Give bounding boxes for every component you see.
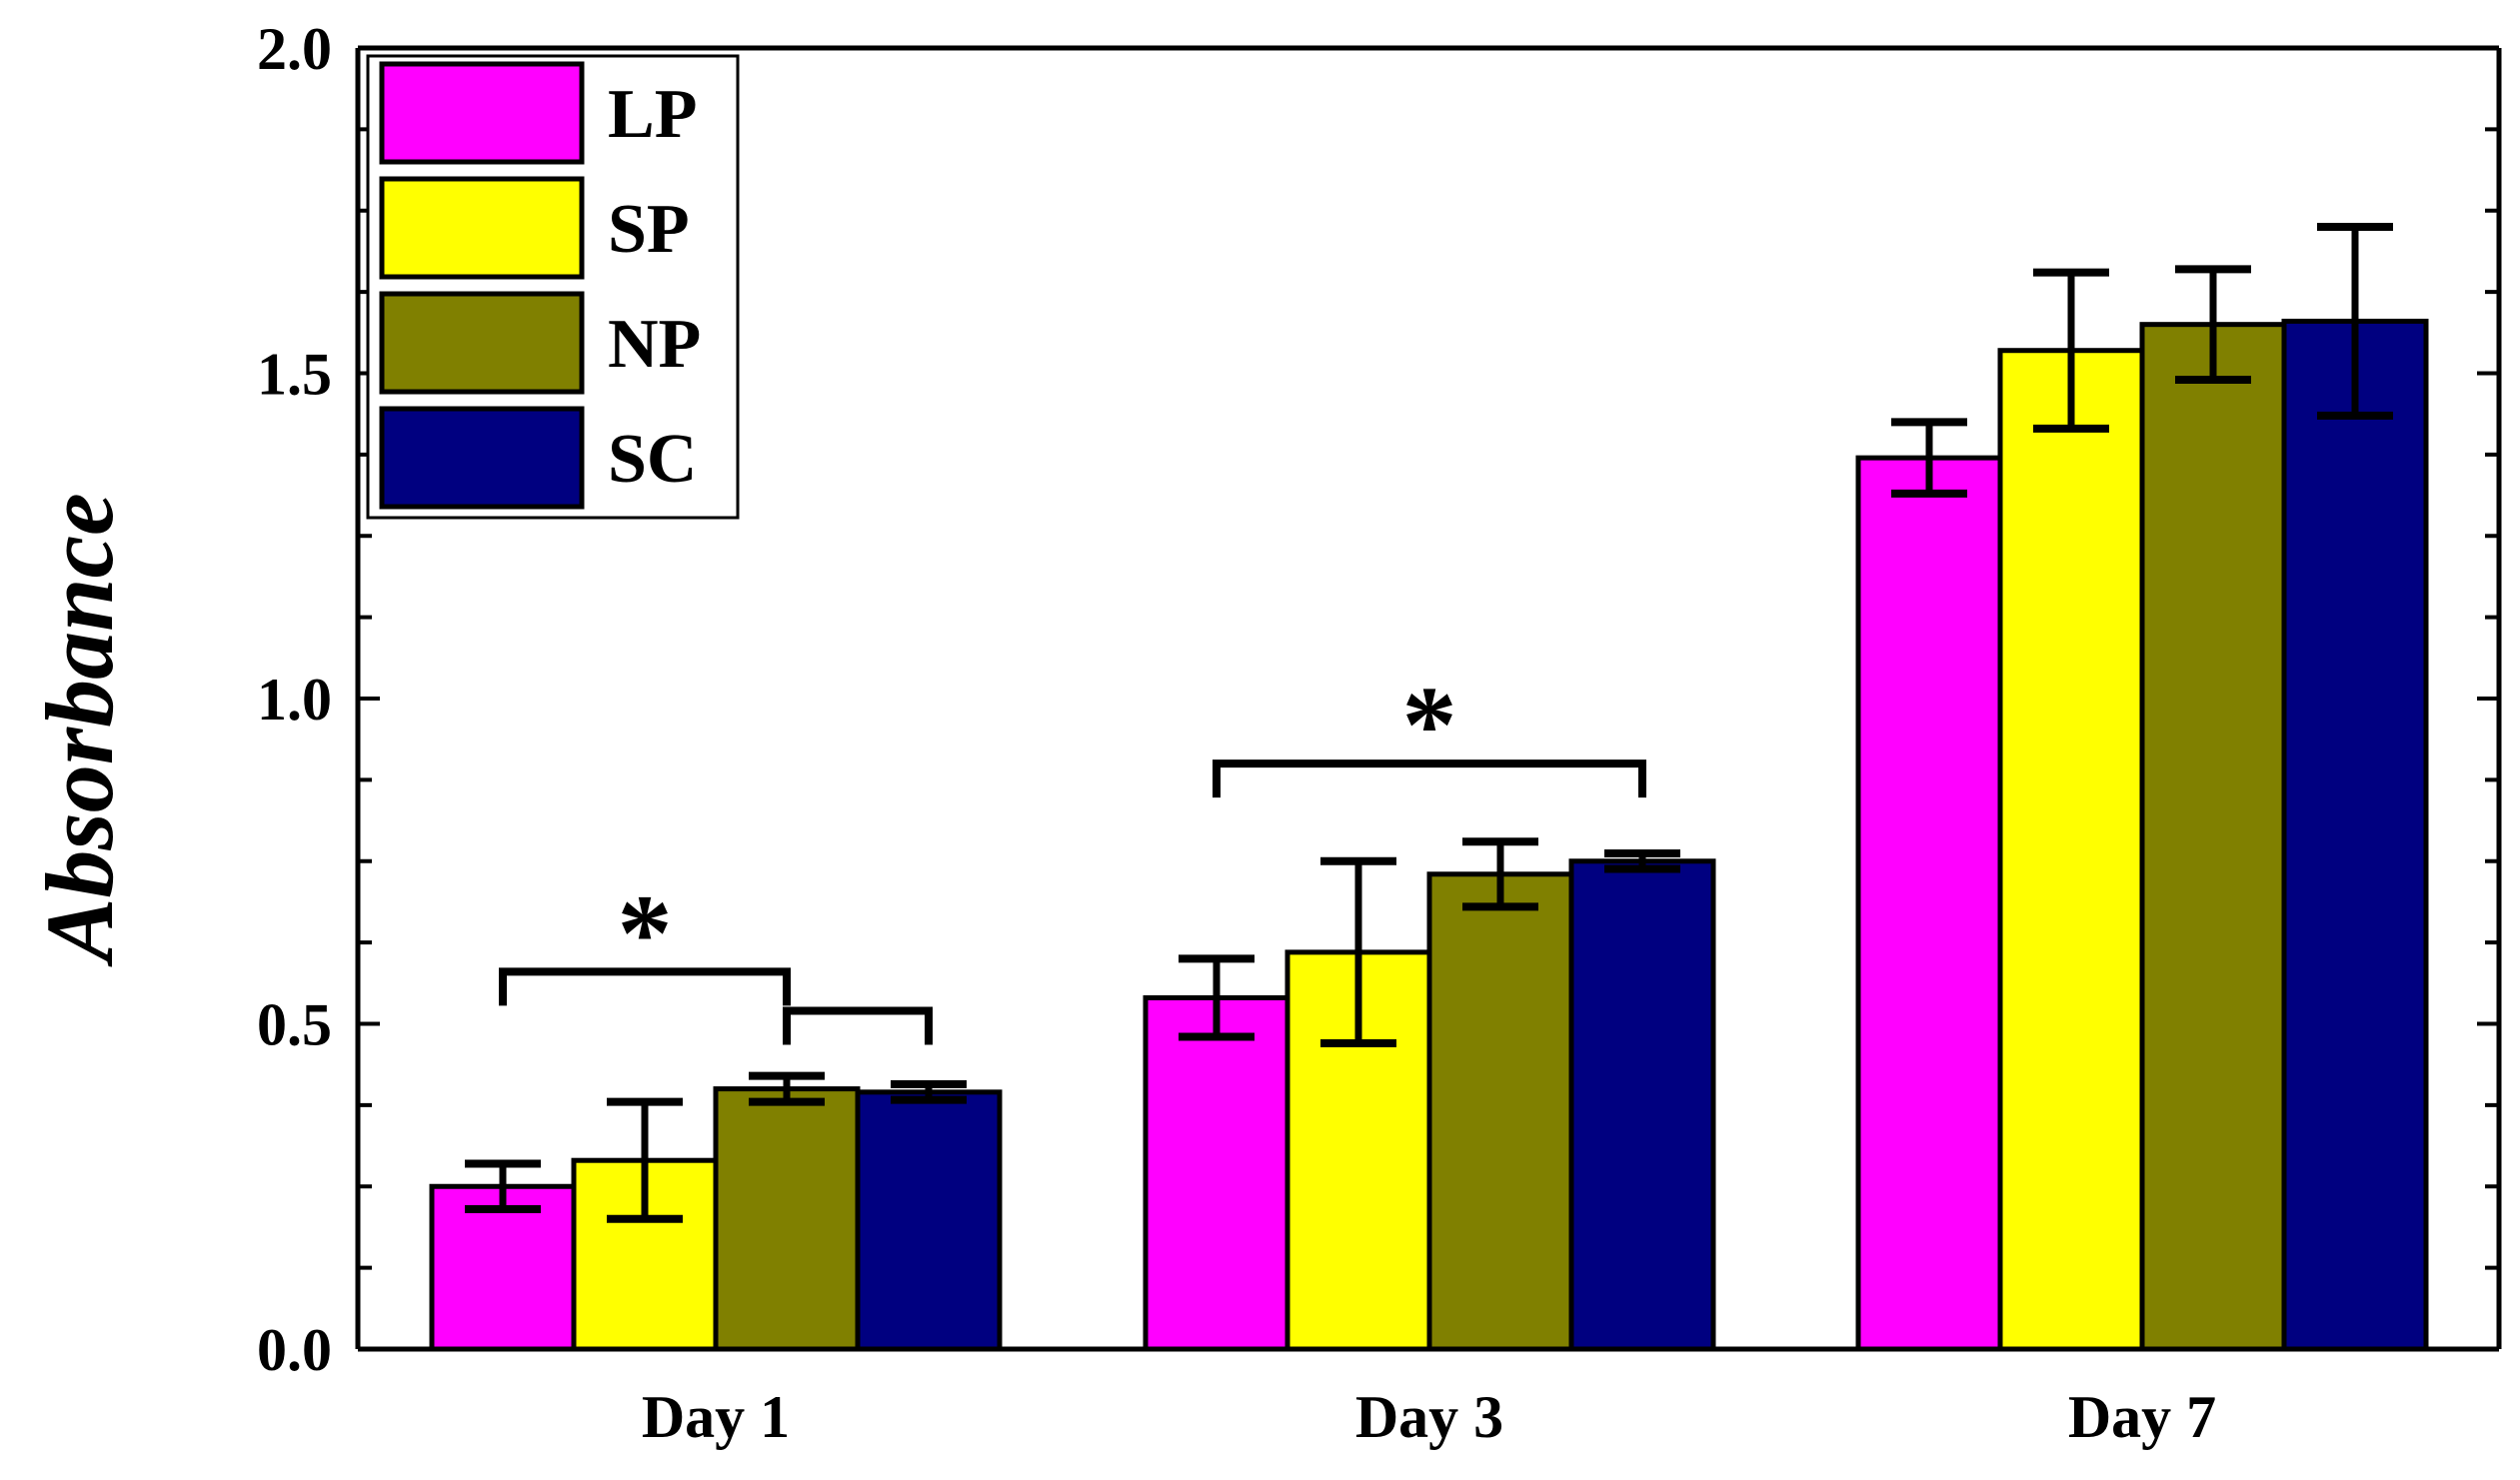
bar-np-day-1 — [713, 1086, 861, 1352]
legend-swatch — [379, 176, 585, 280]
x-tick-label: Day 7 — [2068, 1384, 2216, 1450]
significance-bracket-3: * — [1213, 664, 1646, 798]
y-tick-label: 0.0 — [257, 1317, 332, 1383]
significance-star: * — [618, 871, 673, 993]
significance-bracket-2 — [783, 1006, 933, 1045]
error-bar-np-day-1 — [749, 1071, 825, 1106]
error-bar-lp-day-3 — [1179, 954, 1255, 1041]
error-bar-sc-day-7 — [2317, 223, 2393, 420]
error-bar-sp-day-1 — [607, 1097, 683, 1223]
error-bar-sp-day-7 — [2033, 268, 2109, 433]
error-bars-layer — [465, 223, 2393, 1223]
error-bar-sp-day-3 — [1320, 856, 1396, 1048]
error-bar-np-day-7 — [2175, 265, 2251, 385]
significance-annotations: ** — [499, 664, 1646, 1045]
error-bar-sc-day-1 — [891, 1080, 967, 1104]
bar-np-day-7 — [2139, 322, 2287, 1352]
legend-swatch — [379, 61, 585, 165]
legend-label: SC — [608, 421, 697, 498]
legend-item-lp: LP — [379, 61, 697, 165]
bracket-line — [783, 1006, 933, 1045]
legend-label: NP — [608, 306, 701, 383]
error-bar-lp-day-7 — [1891, 418, 1967, 498]
error-bar-sc-day-3 — [1604, 848, 1680, 873]
y-tick-label: 1.0 — [257, 667, 332, 733]
legend-item-sp: SP — [379, 176, 690, 280]
x-tick-label: Day 3 — [1355, 1384, 1503, 1450]
bar-np-day-3 — [1426, 871, 1574, 1352]
x-tick-label: Day 1 — [642, 1384, 790, 1450]
bar-lp-day-1 — [429, 1183, 577, 1352]
bar-lp-day-3 — [1143, 994, 1290, 1352]
error-bar-np-day-3 — [1462, 837, 1538, 911]
y-tick-label: 2.0 — [257, 16, 332, 82]
significance-star: * — [1402, 664, 1457, 785]
error-bar-lp-day-1 — [465, 1159, 541, 1214]
bar-sp-day-7 — [1997, 348, 2145, 1352]
bar-sc-day-1 — [855, 1089, 1003, 1352]
legend-swatch — [379, 406, 585, 510]
legend-item-sc: SC — [379, 406, 697, 510]
y-tick-label: 0.5 — [257, 992, 332, 1058]
bar-lp-day-7 — [1855, 455, 2003, 1352]
legend-item-np: NP — [379, 291, 701, 395]
y-tick-label: 1.5 — [257, 342, 332, 408]
y-axis-title: Absorbance — [26, 493, 133, 966]
legend-label: LP — [608, 76, 697, 153]
legend-swatch — [379, 291, 585, 395]
legend-label: SP — [608, 191, 690, 268]
bar-sc-day-7 — [2281, 318, 2429, 1352]
bar-sc-day-3 — [1568, 858, 1716, 1352]
legend: LP SP NP SC — [366, 54, 740, 520]
significance-bracket-1: * — [499, 871, 791, 1006]
axes: 0.0 0.5 1.0 1.5 2.0 Day 1 Day 3 Day 7 — [257, 16, 2502, 1450]
bracket-line — [1213, 759, 1646, 798]
bracket-line — [499, 967, 791, 1006]
